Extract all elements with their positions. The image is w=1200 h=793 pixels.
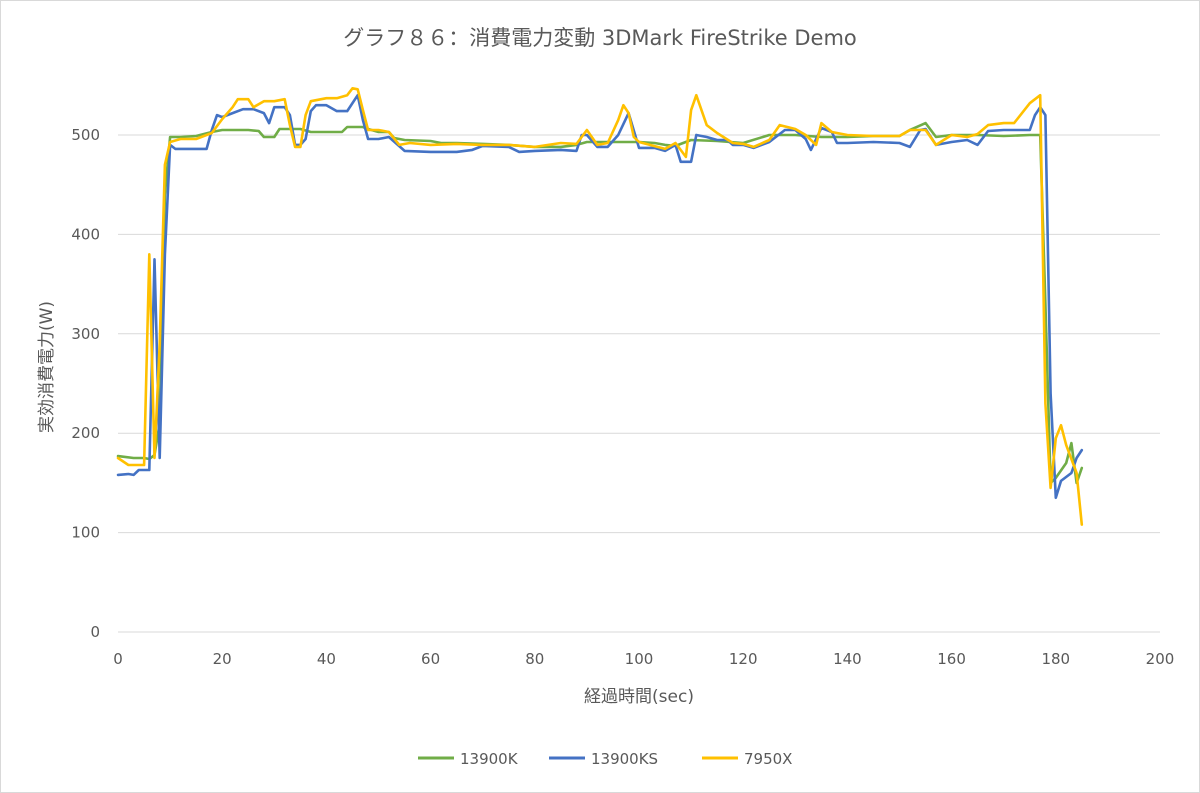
x-tick-140: 140 xyxy=(833,650,862,668)
y-tick-500: 500 xyxy=(71,126,100,144)
chart-title: グラフ８６：消費電力変動 3DMark FireStrike Demo xyxy=(343,26,857,50)
x-tick-160: 160 xyxy=(937,650,966,668)
x-axis-label: 経過時間(sec) xyxy=(584,687,694,707)
series-line-7950X xyxy=(116,87,1084,526)
series-line-13900KS xyxy=(116,93,1084,500)
x-tick-20: 20 xyxy=(213,650,232,668)
y-tick-0: 0 xyxy=(90,623,100,641)
y-tick-100: 100 xyxy=(71,524,100,542)
series-line-13900K xyxy=(116,121,1084,485)
y-tick-labels: 0 100 200 300 400 500 xyxy=(71,126,100,641)
x-tick-80: 80 xyxy=(525,650,544,668)
y-axis-label: 実効消費電力(W) xyxy=(37,301,57,433)
x-tick-100: 100 xyxy=(625,650,654,668)
legend-label-7950X: 7950X xyxy=(744,750,792,768)
x-tick-200: 200 xyxy=(1146,650,1175,668)
x-tick-40: 40 xyxy=(317,650,336,668)
y-tick-400: 400 xyxy=(71,225,100,243)
x-tick-0: 0 xyxy=(113,650,123,668)
gridlines xyxy=(118,134,1160,633)
y-tick-300: 300 xyxy=(71,325,100,343)
x-tick-labels: 0 20 40 60 80 100 120 140 160 180 200 xyxy=(113,650,1174,668)
legend: 13900K 13900KS 7950X xyxy=(418,750,792,768)
series-lines xyxy=(116,87,1084,526)
x-tick-180: 180 xyxy=(1041,650,1070,668)
y-tick-200: 200 xyxy=(71,424,100,442)
legend-label-13900KS: 13900KS xyxy=(591,750,658,768)
x-tick-120: 120 xyxy=(729,650,758,668)
legend-label-13900K: 13900K xyxy=(460,750,519,768)
x-tick-60: 60 xyxy=(421,650,440,668)
